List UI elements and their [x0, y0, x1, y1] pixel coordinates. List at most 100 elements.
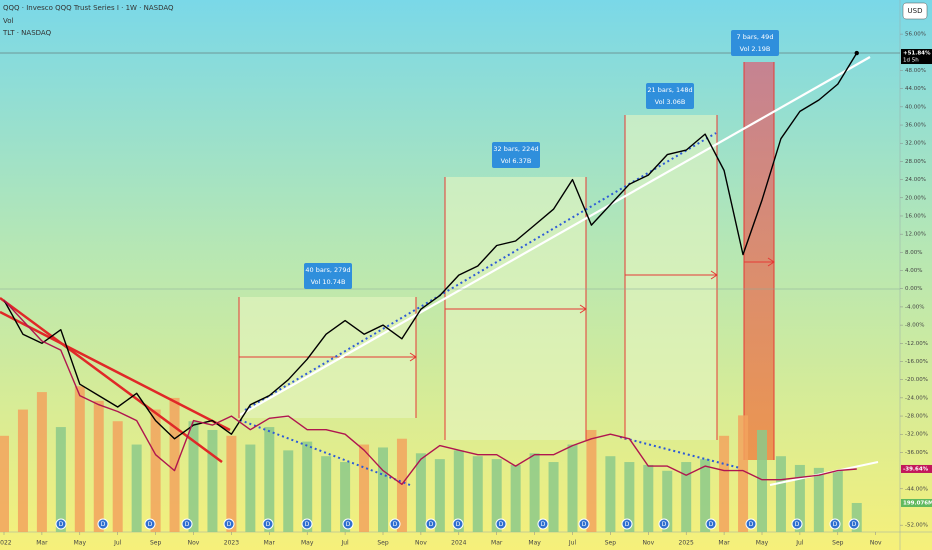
volume-bar — [283, 450, 294, 532]
range-label: 21 bars, 148d — [647, 86, 692, 94]
price-tag-label: 199.076M — [903, 500, 932, 506]
volume-bar — [548, 462, 559, 532]
range-label-box — [492, 142, 540, 168]
dividend-icon — [301, 518, 313, 530]
volume-bar — [757, 429, 767, 532]
volume-bar — [605, 456, 616, 532]
axis-layer: 56.00% 48.00% 44.00% 40.00% 36.00% 32.00% 28.0… — [0, 32, 932, 547]
dividend-label: D — [795, 521, 800, 528]
date-range — [744, 62, 774, 460]
y-tick-label: 48.00% — [905, 68, 926, 74]
volume-bar — [131, 444, 142, 532]
y-tick-label: 16.00% — [905, 213, 926, 219]
dividend-icon — [495, 518, 507, 530]
x-tick-label: May — [74, 540, 87, 547]
dividend-label: D — [749, 521, 754, 528]
y-tick-label: 56.00% — [905, 32, 926, 38]
volume-bar — [624, 462, 635, 532]
dividend-icon — [705, 518, 717, 530]
dividend-icon — [389, 518, 401, 530]
dividend-label: D — [429, 521, 434, 528]
dotted-trend — [239, 419, 411, 486]
volume-bar — [0, 435, 9, 532]
dividend-label: D — [852, 521, 857, 528]
currency-label[interactable]: USD — [908, 7, 923, 15]
volume-bar — [17, 409, 28, 532]
range-label: Vol 2.19B — [740, 45, 771, 53]
legend-title: QQQ · Invesco QQQ Trust Series I · 1W · … — [3, 4, 174, 12]
volume-bar — [529, 453, 540, 532]
dividend-label: D — [625, 521, 630, 528]
dotted-trend — [244, 132, 717, 411]
range-label: Vol 3.06B — [655, 98, 686, 106]
dividend-label: D — [833, 521, 838, 528]
dividend-label: D — [59, 521, 64, 528]
x-tick-label: Mar — [36, 540, 48, 547]
y-tick-label: -4.00% — [905, 304, 924, 310]
y-tick-label: -20.00% — [905, 377, 928, 383]
y-tick-label: -28.00% — [905, 414, 928, 420]
dividend-label: D — [148, 521, 153, 528]
dividend-label: D — [662, 521, 667, 528]
x-tick-label: Jul — [568, 540, 577, 547]
volume-bar — [245, 444, 256, 532]
dividend-label: D — [456, 521, 461, 528]
volume-bar — [794, 464, 805, 532]
volume-bar — [434, 459, 445, 532]
arrow-head — [579, 304, 587, 314]
y-tick-label: 40.00% — [905, 104, 926, 110]
volume-bar — [36, 392, 47, 532]
dividend-label: D — [541, 521, 546, 528]
y-tick-label: 32.00% — [905, 141, 926, 147]
volume-bar — [169, 397, 180, 532]
y-tick-label: 12.00% — [905, 232, 926, 238]
dividend-icon — [144, 518, 156, 530]
dividend-label: D — [227, 521, 232, 528]
x-tick-label: Nov — [870, 540, 882, 547]
volume-bar — [378, 447, 388, 532]
volume-bar — [851, 502, 862, 532]
dividend-label: D — [346, 521, 351, 528]
y-tick-label: 0.00% — [905, 286, 922, 292]
x-tick-label: Sep — [150, 540, 162, 547]
x-tick-label: Mar — [718, 540, 730, 547]
dividend-label: D — [266, 521, 271, 528]
y-tick-label: 4.00% — [905, 268, 922, 274]
range-layer — [238, 62, 775, 460]
range-label-box — [646, 83, 694, 109]
volume-bar — [775, 456, 786, 532]
dividend-icon — [658, 518, 670, 530]
currency-button[interactable] — [902, 2, 928, 20]
volume-bar — [491, 459, 502, 532]
price-tag — [901, 498, 932, 507]
trend-lines — [0, 52, 900, 486]
dividend-icon — [342, 518, 354, 530]
range-label: Vol 10.74B — [311, 278, 346, 286]
dotted-trend — [619, 436, 741, 469]
y-tick-label: -32.00% — [905, 432, 928, 438]
y-tick-label: 44.00% — [905, 86, 926, 92]
dividend-icon — [181, 518, 193, 530]
volume-bar — [472, 456, 483, 532]
range-label-box — [304, 263, 352, 289]
dividend-icon — [621, 518, 633, 530]
x-tick-label: Mar — [264, 540, 276, 547]
x-tick-label: Jul — [340, 540, 349, 547]
range-label-box — [731, 30, 779, 56]
legend-entry: Vol — [3, 17, 14, 25]
trend-line — [239, 56, 871, 416]
annotation-layer: 40 bars, 279d Vol 10.74B 32 bars, 224d Vol … — [55, 30, 860, 530]
line-layer — [3, 50, 859, 485]
volume-bar — [150, 409, 161, 532]
arrow-head — [409, 352, 417, 362]
dividend-icon — [791, 518, 803, 530]
volume-bar — [264, 427, 275, 532]
x-tick-label: Nov — [188, 540, 200, 547]
volume-bar — [207, 429, 218, 532]
x-tick-label: Nov — [642, 540, 654, 547]
x-tick-label: May — [528, 540, 541, 547]
price-tag-countdown: 1d 5h — [903, 58, 919, 64]
last-point — [854, 50, 859, 56]
range-label: 40 bars, 279d — [305, 266, 350, 274]
y-tick-label: -24.00% — [905, 395, 928, 401]
